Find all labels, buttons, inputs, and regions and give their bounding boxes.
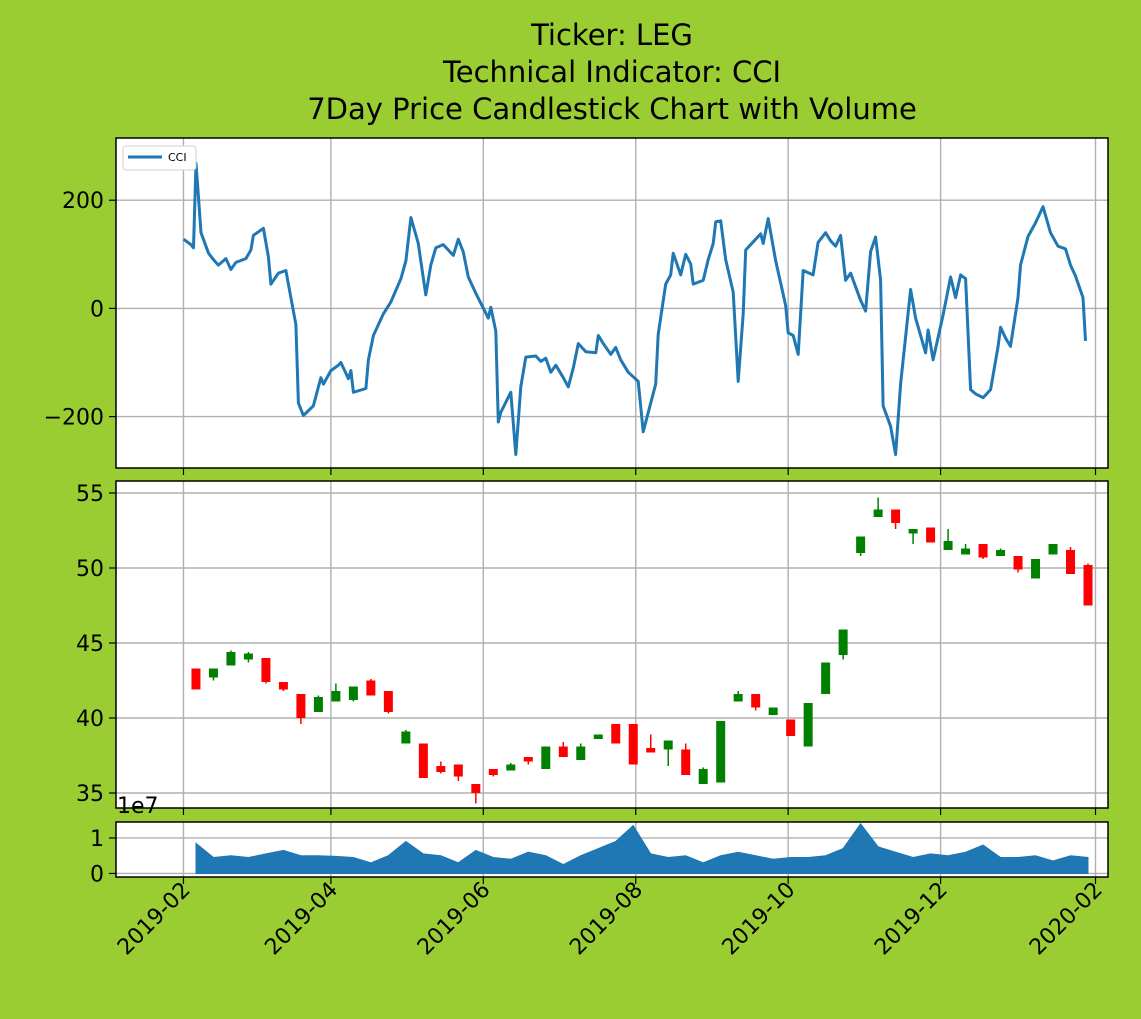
cci-x-ticks [182, 468, 1097, 475]
candle-body-up [313, 697, 323, 712]
cci-y-tick-label: 0 [90, 297, 104, 322]
candle-body-down [418, 743, 428, 778]
cci-line-layer [182, 161, 1087, 456]
price-y-tick-label: 45 [76, 632, 104, 657]
x-tick-label: 2019-02 [113, 878, 196, 961]
cci-plot-area [116, 138, 1108, 468]
candle-body-up [698, 769, 708, 784]
cci-legend: CCI [122, 145, 197, 171]
price-y-axis: 55 50 45 40 35 [76, 482, 116, 807]
candle-body-down [646, 748, 656, 753]
volume-y-tick-label: 1 [90, 827, 104, 852]
candle-body-up [961, 548, 971, 555]
candle-body-up [348, 686, 358, 700]
candle-body-down [1083, 565, 1093, 606]
candle-body-up [1048, 544, 1058, 555]
chart-title-line-1: Ticker: LEG [530, 18, 693, 52]
chart-title: Ticker: LEG Technical Indicator: CCI 7Da… [307, 18, 917, 126]
volume-offset-text: 1e7 [117, 794, 159, 819]
candle-body-down [471, 784, 481, 793]
candle-body-down [1066, 550, 1076, 574]
candle-body-up [593, 734, 603, 739]
x-tick-label: 2019-10 [718, 878, 801, 961]
candle-body-down [488, 769, 498, 775]
cci-y-tick-label: 200 [62, 189, 104, 214]
price-plot-area [116, 481, 1108, 808]
candle-body-up [873, 509, 883, 517]
chart-title-line-3: 7Day Price Candlestick Chart with Volume [307, 92, 917, 126]
x-tick-label: 2019-12 [870, 878, 953, 961]
candle-body-down [628, 724, 638, 765]
volume-area-layer [195, 822, 1089, 874]
price-x-ticks [182, 808, 1097, 815]
candle-body-up [856, 536, 866, 553]
candle-body-down [786, 719, 796, 736]
volume-area [195, 822, 1089, 874]
candle-body-down [278, 682, 288, 690]
candle-body-down [436, 766, 446, 772]
candle-body-up [768, 707, 778, 715]
volume-y-axis: 10 [90, 827, 116, 887]
candle-body-up [1031, 559, 1041, 579]
candle-body-down [891, 509, 901, 523]
x-tick-label: 2019-04 [260, 878, 343, 961]
candle-body-down [681, 749, 691, 775]
candle-body-down [191, 668, 201, 690]
candle-body-down [453, 764, 463, 777]
candle-body-up [996, 550, 1006, 556]
candle-body-up [803, 703, 813, 747]
price-y-tick-label: 55 [76, 482, 104, 507]
candle-body-up [401, 731, 411, 744]
candle-body-down [261, 658, 271, 682]
cci-frame [115, 137, 1109, 469]
cci-y-tick-label: −200 [44, 406, 104, 431]
price-y-tick-label: 35 [76, 782, 104, 807]
candle-body-up [226, 652, 236, 666]
price-frame [115, 480, 1109, 809]
candle-body-down [611, 724, 621, 744]
candle-body-up [716, 721, 726, 783]
price-y-tick-label: 40 [76, 707, 104, 732]
x-axis-dates: 2019-02 2019-04 2019-06 2019-08 2019-10 2019-… [113, 877, 1108, 960]
candle-body-up [541, 746, 551, 769]
price-panel: 55 50 45 40 35 [76, 480, 1109, 815]
price-y-tick-label: 50 [76, 557, 104, 582]
candle-body-up [331, 691, 341, 702]
cci-series-line [182, 161, 1087, 456]
x-tick-label: 2020-02 [1025, 878, 1108, 961]
candle-body-up [943, 541, 953, 550]
volume-panel: 10 2019-02 2019-04 2019-06 2019-08 2019-10 20… [90, 821, 1109, 960]
candle-body-up [663, 740, 673, 750]
candle-body-up [208, 668, 218, 678]
candle-body-up [908, 529, 918, 534]
x-tick-label: 2019-06 [413, 878, 496, 961]
legend-label-cci: CCI [168, 151, 187, 164]
candle-body-up [506, 764, 516, 771]
candle-body-up [243, 653, 253, 660]
candle-body-up [821, 662, 831, 694]
volume-y-tick-label: 0 [90, 862, 104, 887]
cci-y-axis: 200 0 −200 [44, 189, 116, 431]
volume-frame [115, 821, 1109, 878]
cci-gridlines [116, 138, 1108, 468]
candle-body-down [558, 746, 568, 757]
candle-body-down [751, 694, 761, 708]
x-tick-label: 2019-08 [565, 878, 648, 961]
candle-body-down [366, 680, 376, 696]
chart-title-line-2: Technical Indicator: CCI [442, 55, 781, 89]
candle-body-up [838, 629, 848, 655]
candle-body-down [926, 527, 936, 543]
candlestick-layer [191, 497, 1093, 804]
candle-body-down [523, 757, 533, 762]
cci-panel: 200 0 −200 CCI [44, 137, 1109, 475]
candle-body-down [1013, 556, 1023, 570]
candle-body-down [978, 544, 988, 558]
candle-body-down [296, 694, 306, 718]
candle-body-up [733, 694, 743, 702]
candle-body-down [383, 691, 393, 712]
candle-body-up [576, 746, 586, 760]
